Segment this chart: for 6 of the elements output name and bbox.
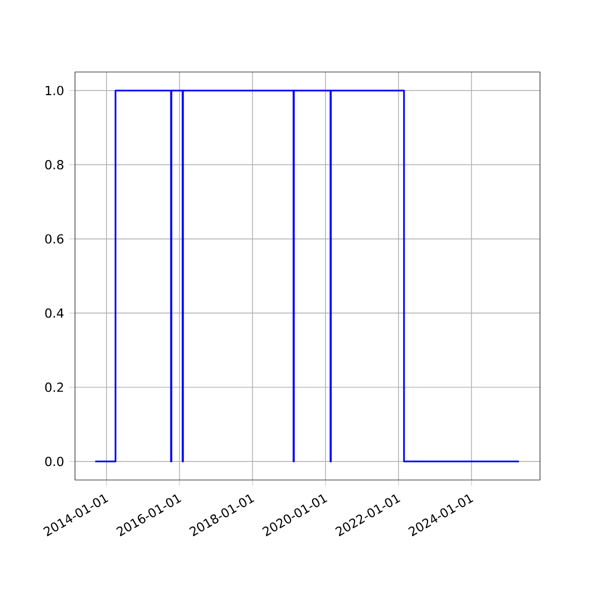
y-tick-label: 0.6 — [45, 234, 64, 244]
y-tick-label: 0.0 — [45, 456, 64, 466]
y-tick-label: 0.8 — [45, 160, 64, 170]
y-tick-label: 0.2 — [45, 382, 63, 392]
y-tick-label: 1.0 — [46, 86, 64, 96]
y-tick-label: 0.4 — [45, 308, 64, 318]
